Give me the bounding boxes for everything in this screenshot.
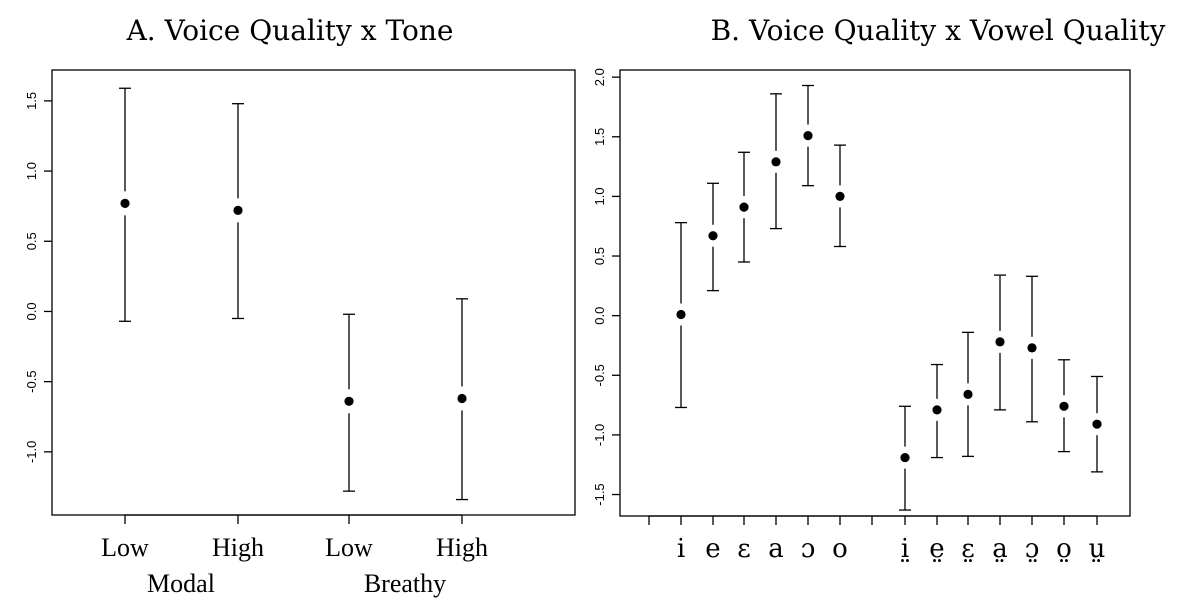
y-tick-label: 1.5 <box>592 128 607 146</box>
x-tick-label: Low <box>101 533 149 562</box>
y-tick-label: 1.0 <box>24 162 39 180</box>
x-tick-label: e̤ <box>929 534 944 564</box>
x-tick-label: e <box>705 534 720 564</box>
mean-point <box>771 157 781 167</box>
y-tick-label: 0.5 <box>24 232 39 250</box>
y-tick-label: 0.5 <box>592 247 607 265</box>
panel-b-plot: -1.5 -1.0 -0.5 0.0 0.5 1.0 1.5 2.0 i e ɛ a ɔ o i̤ e̤ ɛ̤ a… <box>592 68 1131 564</box>
mean-point <box>457 393 467 404</box>
panel-b-title: B. Voice Quality x Vowel Quality <box>711 14 1166 47</box>
plot-frame <box>619 69 1131 517</box>
y-tick-label: -1.5 <box>592 483 607 505</box>
x-tick-label: a̤ <box>992 534 1008 564</box>
mean-point <box>233 205 243 215</box>
x-tick-label: ɔ <box>801 534 816 564</box>
x-tick-label: ɔ̤ <box>1025 534 1040 564</box>
mean-point <box>900 452 910 463</box>
y-tick-label: 0.0 <box>24 302 39 320</box>
mean-point <box>708 231 718 241</box>
mean-point <box>995 337 1005 347</box>
x-tick-label: i <box>677 534 685 564</box>
x-group-label: Breathy <box>364 569 446 598</box>
mean-point <box>676 309 686 320</box>
mean-point <box>344 396 354 406</box>
plot-frame <box>51 69 576 516</box>
y-tick-label: 1.5 <box>24 92 39 110</box>
x-tick-label: ṳ <box>1089 534 1106 564</box>
x-tick-label: o̤ <box>1056 534 1072 564</box>
panel-a-plot: -1.0 -0.5 0.0 0.5 1.0 1.5 Low High Low High Modal B… <box>24 69 576 598</box>
x-group-label: Modal <box>147 569 215 598</box>
mean-point <box>1092 419 1102 429</box>
y-tick-label: 2.0 <box>592 68 607 86</box>
x-tick-label: Low <box>325 533 373 562</box>
x-tick-label: a <box>768 534 784 564</box>
x-tick-label: High <box>212 533 264 562</box>
x-tick-label: ɛ̤ <box>961 534 974 564</box>
mean-point <box>1027 343 1037 353</box>
x-tick-label: High <box>436 533 488 562</box>
x-tick-label: o <box>832 534 848 564</box>
x-tick-label: ɛ <box>737 534 750 564</box>
y-tick-label: 1.0 <box>592 187 607 205</box>
y-tick-label: -0.5 <box>592 364 607 386</box>
x-tick-label: i̤ <box>901 534 910 564</box>
panel-a-title: A. Voice Quality x Tone <box>126 14 454 47</box>
mean-point <box>835 191 845 202</box>
mean-point <box>963 389 973 399</box>
y-tick-label: -0.5 <box>24 370 39 392</box>
mean-point <box>932 405 942 415</box>
y-tick-label: -1.0 <box>592 424 607 446</box>
mean-point <box>1059 401 1069 411</box>
y-tick-label: 0.0 <box>592 307 607 325</box>
mean-point <box>803 130 813 141</box>
mean-point <box>739 202 749 212</box>
y-tick-label: -1.0 <box>24 441 39 463</box>
mean-point <box>120 198 130 208</box>
